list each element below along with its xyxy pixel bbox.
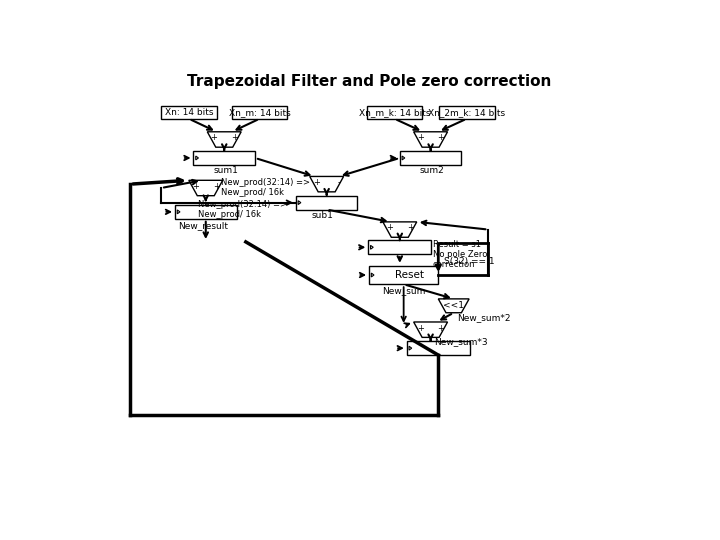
Text: +: + [407,224,414,232]
Text: <<1: <<1 [444,301,464,310]
Polygon shape [189,180,222,195]
Text: S(32) == 1: S(32) == 1 [444,256,495,266]
Text: +: + [417,323,423,333]
Polygon shape [372,273,374,277]
Text: +: + [210,133,217,143]
Text: +: + [438,323,444,333]
Bar [369,266,438,284]
Bar [368,240,431,254]
Text: +: + [438,133,444,143]
Text: Xn: 14 bits: Xn: 14 bits [165,108,213,117]
Text: New_result: New_result [178,221,228,230]
Text: +: + [212,182,220,191]
Text: Xn_m: 14 bits: Xn_m: 14 bits [229,108,291,117]
Polygon shape [177,210,180,214]
Polygon shape [207,132,241,147]
Polygon shape [414,322,448,338]
Text: Trapezoidal Filter and Pole zero correction: Trapezoidal Filter and Pole zero correct… [186,74,552,89]
Bar [232,106,287,119]
Text: Reset: Reset [395,270,424,280]
Polygon shape [438,299,469,313]
Bar [194,151,255,165]
Text: +: + [192,182,199,191]
Text: sub1: sub1 [312,211,334,220]
Text: Xn_2m_k: 14 bits: Xn_2m_k: 14 bits [428,108,505,117]
Text: +: + [386,224,393,232]
Text: Result = s1
No pole Zero
correction: Result = s1 No pole Zero correction [433,240,487,269]
Polygon shape [371,245,373,249]
Bar [439,106,495,119]
Polygon shape [402,156,405,160]
Polygon shape [310,177,343,192]
Polygon shape [298,201,301,205]
Bar [407,341,470,355]
Polygon shape [196,156,199,160]
Text: +: + [231,133,238,143]
Text: New_sum*3: New_sum*3 [434,338,488,346]
Bar [161,106,217,119]
Polygon shape [409,346,412,350]
Bar [366,106,422,119]
Text: +: + [312,178,320,187]
Text: +: + [417,133,423,143]
Polygon shape [414,132,448,147]
Text: New_sum*2: New_sum*2 [457,314,511,322]
Bar [400,151,462,165]
Bar [175,205,237,219]
Text: New_sum: New_sum [382,287,426,295]
Bar [296,195,357,210]
Text: -: - [338,178,341,187]
Text: New_prod(32:14) =>
New_prod/ 16k: New_prod(32:14) => New_prod/ 16k [198,200,287,219]
Polygon shape [383,222,417,237]
Text: Xn_m_k: 14 bits: Xn_m_k: 14 bits [359,108,430,117]
Text: New_prod(32:14) =>
New_prod/ 16k: New_prod(32:14) => New_prod/ 16k [221,178,310,198]
Text: sum2: sum2 [420,166,444,176]
Text: sum1: sum1 [213,166,238,176]
